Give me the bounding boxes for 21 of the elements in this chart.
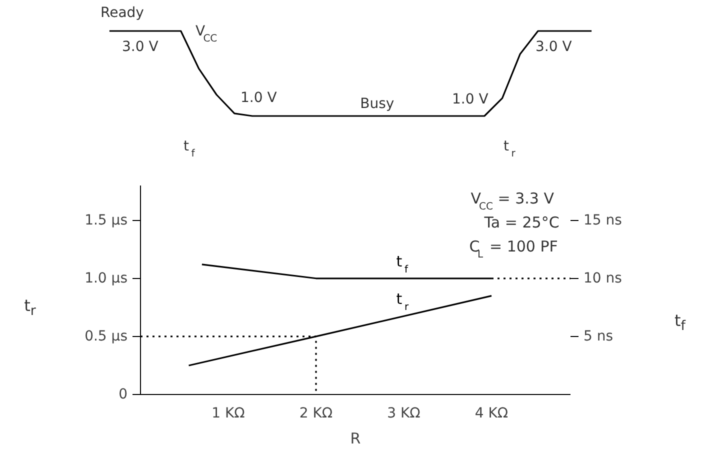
- y-axis-title: t$_{r}$: [24, 295, 36, 322]
- y-tick-label: 1.0 μs: [84, 270, 128, 286]
- x-axis-title: R: [350, 430, 361, 448]
- annotation: 3.0 V: [536, 38, 572, 55]
- annotation: 1.0 V: [240, 90, 278, 106]
- y2-tick-label: 5 ns: [584, 328, 614, 344]
- x-tick-label: 3 KΩ: [387, 406, 421, 422]
- y2-tick-label: 10 ns: [584, 270, 622, 286]
- y-tick-label: 0.5 μs: [84, 328, 128, 344]
- x-tick-label: 1 KΩ: [212, 406, 246, 422]
- y2-axis-title: t$_{f}$: [674, 310, 686, 336]
- annotation: 1.0 V: [452, 92, 489, 108]
- y2-tick-label: 15 ns: [584, 212, 622, 228]
- x-tick-label: 2 KΩ: [299, 406, 333, 422]
- annotation: Busy: [360, 96, 394, 112]
- y-tick-label: 0: [118, 386, 128, 402]
- x-tick-label: 4 KΩ: [474, 406, 508, 422]
- annotation: 3.0 V: [122, 38, 159, 55]
- annotation: Ta = 25°C: [483, 214, 560, 232]
- y-tick-label: 1.5 μs: [84, 212, 128, 228]
- text: Ready: [100, 4, 144, 21]
